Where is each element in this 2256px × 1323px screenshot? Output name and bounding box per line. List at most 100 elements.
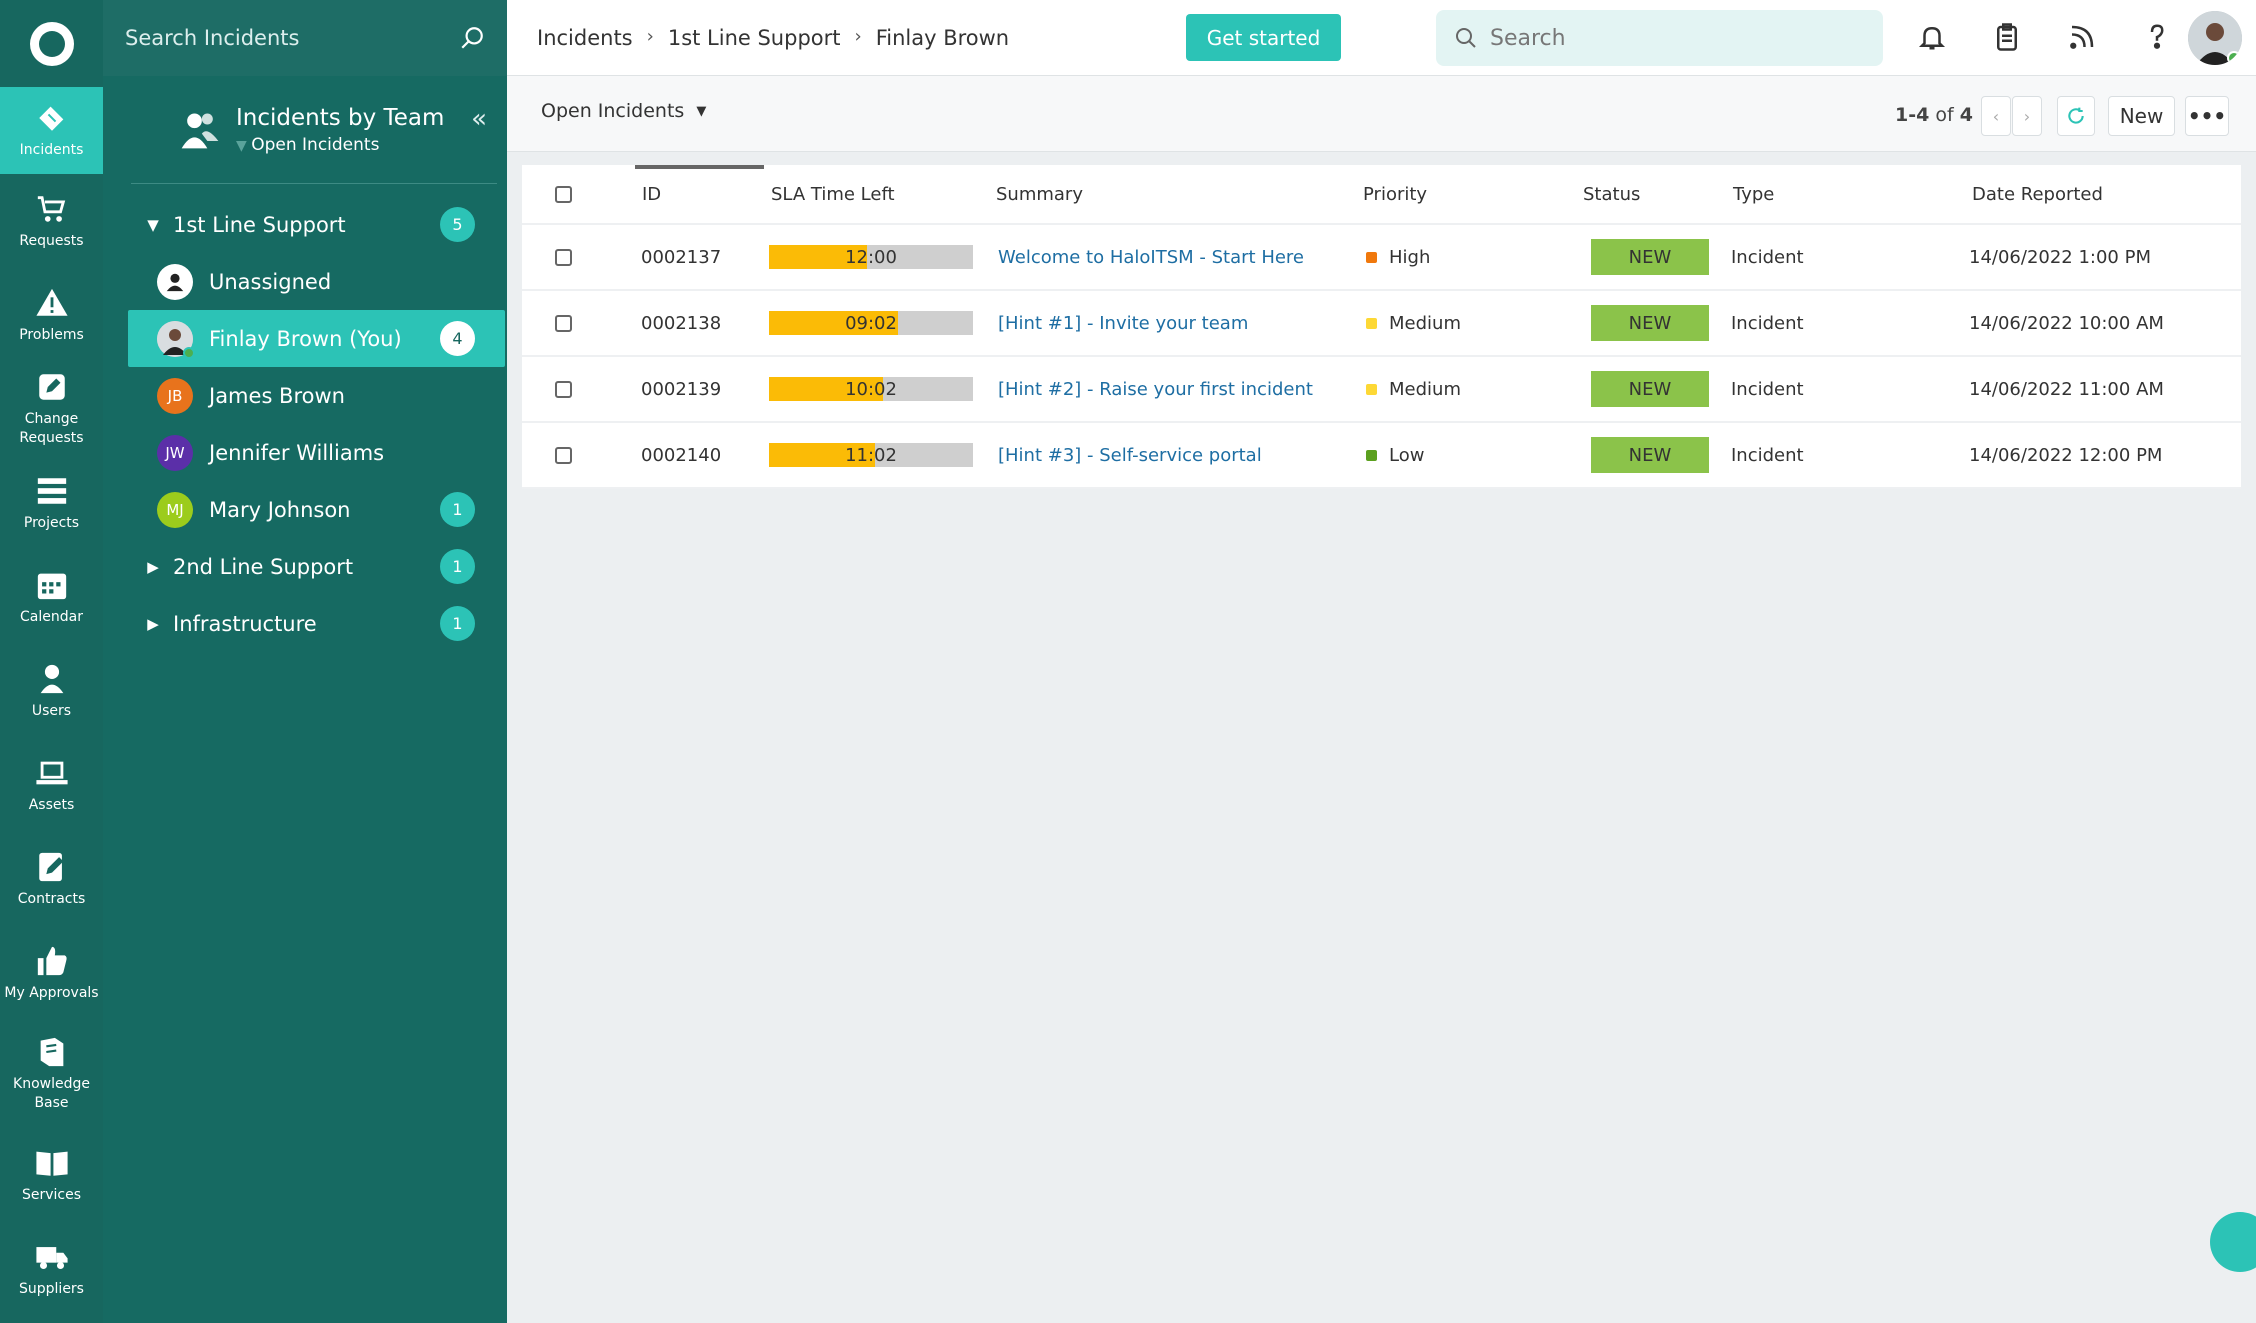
sla-bar: 11:02 — [769, 423, 973, 487]
date-reported-cell: 14/06/2022 11:00 AM — [1969, 378, 2164, 400]
profile-avatar[interactable] — [2188, 11, 2242, 65]
team-2nd-line-support[interactable]: ▶ 2nd Line Support 1 — [103, 538, 507, 595]
col-type[interactable]: Type — [1733, 183, 1775, 205]
view-selector[interactable]: Open Incidents ▼ — [541, 100, 707, 122]
chevron-right-icon: › — [646, 26, 654, 47]
col-sla-time-left[interactable]: SLA Time Left — [771, 183, 895, 205]
nav-assets[interactable]: Assets — [0, 738, 103, 832]
next-page-button[interactable]: › — [2012, 96, 2042, 136]
book-icon — [40, 1037, 63, 1067]
breadcrumb: Incidents › 1st Line Support › Finlay Br… — [537, 26, 1009, 50]
col-summary[interactable]: Summary — [996, 183, 1083, 205]
collapse-panel-icon[interactable]: « — [471, 104, 487, 134]
nav-contracts[interactable]: Contracts — [0, 832, 103, 926]
get-started-button[interactable]: Get started — [1186, 14, 1341, 61]
refresh-button[interactable] — [2057, 96, 2095, 136]
nav-users[interactable]: Users — [0, 644, 103, 738]
priority-dot — [1366, 449, 1377, 461]
date-reported-cell: 14/06/2022 10:00 AM — [1969, 312, 2164, 334]
col-id[interactable]: ID — [642, 183, 662, 205]
status-badge: NEW — [1591, 239, 1709, 275]
nav-knowledge-base[interactable]: Knowledge Base — [0, 1020, 103, 1128]
team-panel: Incidents by Team ▼ Open Incidents « ▼ 1… — [103, 0, 507, 1323]
caret-right-icon[interactable]: ▶ — [147, 557, 159, 576]
incident-id: 0002138 — [641, 312, 722, 334]
col-status[interactable]: Status — [1583, 183, 1641, 205]
bell-icon[interactable] — [1917, 22, 1947, 52]
refresh-icon — [2068, 107, 2084, 124]
sla-fill — [769, 443, 876, 467]
member-finlay-brown[interactable]: Finlay Brown (You) 4 — [128, 310, 505, 367]
table-row[interactable]: 0002138 09:02 [Hint #1] - Invite your te… — [522, 291, 2241, 357]
caret-right-icon[interactable]: ▶ — [147, 614, 159, 633]
global-search-input[interactable] — [1490, 25, 1850, 51]
list-toolbar: Open Incidents ▼ 1-4 of 4 ‹ › New ••• — [507, 76, 2256, 152]
breadcrumb-team[interactable]: 1st Line Support — [667, 26, 841, 50]
nav-change-requests[interactable]: Change Requests — [0, 362, 103, 456]
nav-problems[interactable]: Problems — [0, 268, 103, 362]
sla-bar: 12:00 — [769, 225, 973, 289]
row-checkbox[interactable] — [555, 380, 572, 398]
sla-fill — [769, 377, 884, 401]
contract-icon — [38, 852, 63, 881]
type-cell: Incident — [1731, 312, 1804, 334]
rss-feed-icon[interactable] — [2067, 22, 2097, 52]
app-logo[interactable] — [0, 0, 103, 87]
search-incidents-input[interactable] — [125, 26, 445, 50]
priority-cell: Low — [1366, 423, 1424, 487]
col-priority[interactable]: Priority — [1363, 183, 1428, 205]
more-options-button[interactable]: ••• — [2185, 96, 2229, 136]
date-reported-cell: 14/06/2022 12:00 PM — [1969, 444, 2163, 466]
priority-dot — [1366, 383, 1377, 395]
ticket-icon — [38, 106, 63, 131]
status-cell: NEW — [1591, 357, 1709, 421]
nav-calendar[interactable]: Calendar — [0, 550, 103, 644]
warning-icon — [35, 288, 68, 316]
nav-requests[interactable]: Requests — [0, 174, 103, 268]
table-row[interactable]: 0002140 11:02 [Hint #3] - Self-service p… — [522, 423, 2241, 489]
prev-page-button[interactable]: ‹ — [1981, 96, 2011, 136]
caret-down-icon[interactable]: ▼ — [147, 215, 159, 234]
team-infrastructure[interactable]: ▶ Infrastructure 1 — [103, 595, 507, 652]
nav-suppliers[interactable]: Suppliers — [0, 1222, 103, 1316]
row-checkbox[interactable] — [555, 248, 572, 266]
member-jennifer-williams[interactable]: JW Jennifer Williams — [103, 424, 507, 481]
search-icon[interactable] — [459, 25, 485, 51]
chat-bubble-icon[interactable] — [2210, 1212, 2256, 1272]
breadcrumb-incidents[interactable]: Incidents — [537, 26, 633, 50]
member-mary-johnson[interactable]: MJ Mary Johnson 1 — [103, 481, 507, 538]
pagination-info: 1-4 of 4 — [1895, 104, 1973, 126]
member-unassigned[interactable]: Unassigned — [103, 253, 507, 310]
summary-link[interactable]: [Hint #1] - Invite your team — [998, 312, 1249, 334]
nav-projects[interactable]: Projects — [0, 456, 103, 550]
col-date-reported[interactable]: Date Reported — [1972, 183, 2103, 205]
nav-incidents[interactable]: Incidents — [0, 87, 103, 174]
table-row[interactable]: 0002137 12:00 Welcome to HaloITSM - Star… — [522, 225, 2241, 291]
summary-link[interactable]: Welcome to HaloITSM - Start Here — [998, 246, 1305, 268]
new-incident-button[interactable]: New — [2108, 96, 2175, 136]
table-row[interactable]: 0002139 10:02 [Hint #2] - Raise your fir… — [522, 357, 2241, 423]
panel-title: Incidents by Team — [236, 104, 445, 131]
row-checkbox[interactable] — [555, 446, 572, 464]
team-1st-line-support[interactable]: ▼ 1st Line Support 5 — [103, 196, 507, 253]
member-james-brown[interactable]: JB James Brown — [103, 367, 507, 424]
breadcrumb-agent[interactable]: Finlay Brown — [875, 26, 1010, 50]
summary-link[interactable]: [Hint #3] - Self-service portal — [998, 444, 1262, 466]
sla-fill — [769, 245, 867, 269]
team-tree: ▼ 1st Line Support 5 Unassigned Finlay B… — [103, 184, 507, 652]
clipboard-icon[interactable] — [1992, 22, 2022, 52]
select-all-checkbox[interactable] — [555, 185, 572, 203]
row-checkbox[interactable] — [555, 314, 572, 332]
sla-bar: 10:02 — [769, 357, 973, 421]
table-header: ID SLA Time Left Summary Priority Status… — [522, 165, 2241, 225]
sort-indicator — [635, 165, 764, 169]
status-badge: NEW — [1591, 437, 1709, 473]
sla-bar: 09:02 — [769, 291, 973, 355]
nav-services[interactable]: Services — [0, 1128, 103, 1222]
nav-my-approvals[interactable]: My Approvals — [0, 926, 103, 1020]
chevron-left-icon: ‹ — [1992, 106, 2000, 126]
summary-link[interactable]: [Hint #2] - Raise your first incident — [998, 378, 1313, 400]
help-icon[interactable] — [2142, 22, 2172, 52]
edit-icon — [38, 374, 65, 400]
incident-id: 0002139 — [641, 378, 722, 400]
